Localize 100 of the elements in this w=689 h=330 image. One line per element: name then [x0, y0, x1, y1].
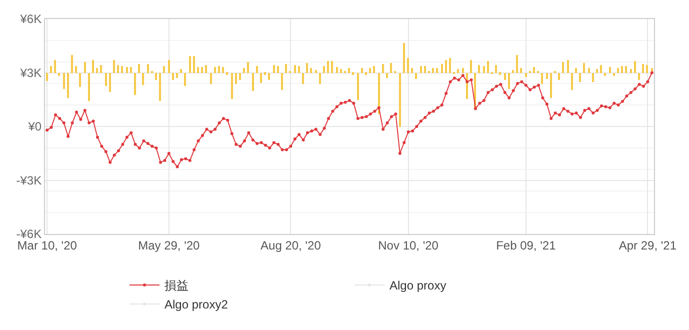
bar: [420, 66, 422, 73]
bar: [441, 64, 443, 73]
bar: [432, 68, 434, 73]
bar: [84, 62, 86, 73]
bar: [79, 73, 81, 87]
bar: [214, 67, 216, 73]
bar: [512, 70, 514, 73]
bar: [327, 61, 329, 73]
bar: [352, 72, 354, 75]
bar: [424, 66, 426, 73]
bar: [415, 73, 417, 79]
bar: [243, 68, 245, 73]
bar: [567, 60, 569, 73]
bar: [176, 73, 178, 78]
bar: [319, 73, 321, 84]
bar: [579, 73, 581, 82]
bar: [520, 68, 522, 73]
bar: [193, 56, 195, 73]
bar: [483, 66, 485, 73]
bar: [205, 65, 207, 73]
bar: [495, 65, 497, 73]
bar: [310, 68, 312, 73]
x-tick-label: Aug 20, '20: [260, 238, 322, 252]
bar: [369, 68, 371, 73]
bar: [159, 73, 161, 101]
bar: [642, 64, 644, 73]
bar: [445, 60, 447, 73]
bar: [399, 73, 401, 127]
bar: [189, 56, 191, 73]
bar: [277, 66, 279, 73]
bar: [365, 72, 367, 75]
bar: [147, 64, 149, 73]
bar: [331, 61, 333, 73]
bar: [184, 73, 186, 86]
bar: [630, 69, 632, 73]
bar: [197, 67, 199, 73]
bar: [46, 73, 48, 81]
bar: [575, 68, 577, 73]
bar: [126, 67, 128, 73]
bar: [583, 63, 585, 73]
x-tick-label: May 29, '20: [138, 238, 200, 252]
bar: [273, 65, 275, 73]
bar: [201, 67, 203, 73]
bar: [592, 73, 594, 82]
bar: [306, 63, 308, 73]
bar: [357, 73, 359, 100]
bar: [163, 66, 165, 73]
bar: [340, 69, 342, 73]
bar: [457, 69, 459, 73]
bar: [92, 60, 94, 73]
bar: [562, 62, 564, 73]
legend-label: 損益: [164, 278, 188, 293]
bar: [646, 65, 648, 73]
bar: [105, 73, 107, 86]
bar: [470, 60, 472, 73]
bar: [285, 64, 287, 73]
bar: [382, 64, 384, 73]
bar: [390, 63, 392, 73]
bar: [634, 61, 636, 73]
bar: [58, 73, 60, 76]
bar: [403, 43, 405, 73]
bar: [218, 66, 220, 73]
bar: [516, 55, 518, 73]
bar: [386, 73, 388, 78]
bar: [407, 58, 409, 73]
bar: [302, 73, 304, 84]
bar: [609, 67, 611, 73]
bar: [235, 73, 237, 84]
bar: [550, 73, 552, 98]
bar: [117, 65, 119, 73]
bar: [436, 68, 438, 73]
bar: [63, 73, 65, 89]
bar: [617, 68, 619, 73]
bar: [294, 65, 296, 73]
bar: [525, 73, 527, 77]
bar: [239, 73, 241, 80]
bar: [142, 73, 144, 85]
x-tick-label: Feb 09, '21: [496, 238, 556, 252]
bar: [323, 66, 325, 73]
bar: [100, 65, 102, 73]
bar: [96, 68, 98, 73]
bar: [134, 73, 136, 95]
bar: [411, 68, 413, 73]
bar: [621, 66, 623, 73]
bar: [478, 65, 480, 73]
bar: [336, 67, 338, 73]
bar: [638, 73, 640, 80]
bar: [499, 72, 501, 75]
bar: [226, 72, 228, 75]
y-tick-label: ¥3K: [19, 66, 42, 80]
bar: [613, 73, 615, 76]
bar: [508, 73, 510, 89]
bar: [348, 68, 350, 73]
bar: [487, 61, 489, 73]
bar: [541, 73, 543, 84]
bar: [71, 55, 73, 73]
bar: [315, 70, 317, 73]
bar: [264, 72, 266, 75]
bar: [168, 60, 170, 73]
bar: [210, 73, 212, 84]
